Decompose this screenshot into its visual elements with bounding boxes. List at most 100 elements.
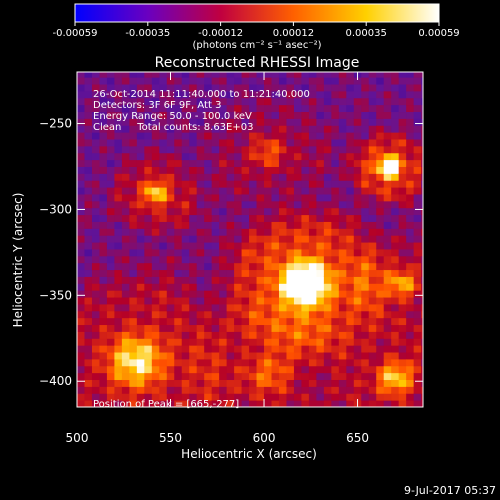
heatmap-cell xyxy=(189,90,198,99)
heatmap-cell xyxy=(234,132,243,140)
heatmap-cell xyxy=(308,303,317,312)
heatmap-cell xyxy=(421,207,423,216)
heatmap-cell xyxy=(264,84,273,92)
heatmap-cell xyxy=(353,269,362,277)
heatmap-cell xyxy=(166,90,175,99)
heatmap-cell xyxy=(226,193,235,202)
heatmap-cell xyxy=(166,262,175,271)
heatmap-cell xyxy=(383,269,392,277)
heatmap-cell xyxy=(338,77,347,85)
heatmap-cell xyxy=(301,97,310,106)
heatmap-cell xyxy=(406,331,415,339)
heatmap-cell xyxy=(316,228,325,236)
heatmap-cell xyxy=(346,180,355,188)
heatmap-cell xyxy=(301,118,310,126)
heatmap-cell xyxy=(136,379,145,387)
heatmap-cell xyxy=(151,372,160,381)
heatmap-cell xyxy=(361,297,370,305)
heatmap-cell xyxy=(421,248,423,257)
heatmap-cell xyxy=(421,386,423,394)
heatmap-cell xyxy=(151,152,160,161)
heatmap-cell xyxy=(293,97,302,106)
heatmap-cell xyxy=(286,221,295,229)
heatmap-cell xyxy=(106,193,115,202)
heatmap-cell xyxy=(166,303,175,312)
heatmap-cell xyxy=(77,262,85,271)
heatmap-cell xyxy=(196,84,205,92)
heatmap-cell xyxy=(338,193,347,202)
heatmap-cell xyxy=(323,166,332,174)
heatmap-cell xyxy=(84,297,93,305)
heatmap-cell xyxy=(421,283,423,291)
heatmap-cell xyxy=(383,104,392,113)
heatmap-cell xyxy=(151,77,160,85)
heatmap-cell xyxy=(376,255,385,264)
heatmap-cell xyxy=(368,310,377,319)
heatmap-cell xyxy=(278,393,287,401)
heatmap-cell xyxy=(293,255,302,264)
heatmap-cell xyxy=(353,159,362,167)
heatmap-cell xyxy=(413,139,422,147)
heatmap-cell xyxy=(316,221,325,229)
heatmap-cell xyxy=(368,400,377,407)
heatmap-cell xyxy=(91,173,100,181)
heatmap-cell xyxy=(144,297,153,305)
heatmap-cell xyxy=(121,386,130,394)
heatmap-cell xyxy=(129,372,138,381)
heatmap-cell xyxy=(323,84,332,92)
heatmap-cell xyxy=(136,317,145,326)
heatmap-cell xyxy=(361,152,370,161)
heatmap-cell xyxy=(383,118,392,126)
heatmap-cell xyxy=(106,400,115,407)
heatmap-cell xyxy=(406,159,415,167)
heatmap-cell xyxy=(211,214,220,222)
heatmap-cell xyxy=(383,283,392,291)
heatmap-cell xyxy=(398,400,407,407)
heatmap-cell xyxy=(413,303,422,312)
heatmap-cell xyxy=(286,372,295,381)
heatmap-cell xyxy=(211,97,220,106)
heatmap-cell xyxy=(189,187,198,195)
heatmap-cell xyxy=(293,303,302,312)
heatmap-cell xyxy=(136,255,145,264)
heatmap-cell xyxy=(174,331,183,339)
annotation-peak-position: Position of Peak = [665,-277] xyxy=(93,399,239,410)
heatmap-cell xyxy=(77,242,85,250)
heatmap-cell xyxy=(398,379,407,387)
heatmap-cell xyxy=(121,358,130,367)
heatmap-cell xyxy=(249,118,258,126)
heatmap-cell xyxy=(159,365,168,374)
x-axis-label: Heliocentric X (arcsec) xyxy=(181,447,317,461)
heatmap-cell xyxy=(353,193,362,202)
heatmap-cell xyxy=(376,173,385,181)
heatmap-cell xyxy=(398,338,407,346)
heatmap-cell xyxy=(383,235,392,243)
heatmap-cell xyxy=(196,352,205,360)
heatmap-cell xyxy=(256,269,265,277)
heatmap-cell xyxy=(256,372,265,381)
heatmap-cell xyxy=(278,97,287,106)
heatmap-cell xyxy=(114,104,123,113)
heatmap-cell xyxy=(323,255,332,264)
heatmap-cell xyxy=(316,352,325,360)
heatmap-cell xyxy=(398,358,407,367)
heatmap-cell xyxy=(159,139,168,147)
heatmap-cell xyxy=(338,221,347,229)
heatmap-cell xyxy=(361,77,370,85)
heatmap-cell xyxy=(211,235,220,243)
heatmap-cell xyxy=(204,111,213,119)
heatmap-cell xyxy=(249,125,258,133)
heatmap-cell xyxy=(346,358,355,367)
heatmap-cell xyxy=(226,255,235,264)
heatmap-cell xyxy=(286,97,295,106)
heatmap-cell xyxy=(391,228,400,236)
heatmap-cell xyxy=(91,317,100,326)
heatmap-cell xyxy=(136,358,145,367)
heatmap-cell xyxy=(166,331,175,339)
heatmap-cell xyxy=(211,90,220,99)
heatmap-cell xyxy=(249,173,258,181)
heatmap-cell xyxy=(406,303,415,312)
heatmap-cell xyxy=(84,207,93,216)
heatmap-cell xyxy=(249,72,258,78)
heatmap-cell xyxy=(361,193,370,202)
